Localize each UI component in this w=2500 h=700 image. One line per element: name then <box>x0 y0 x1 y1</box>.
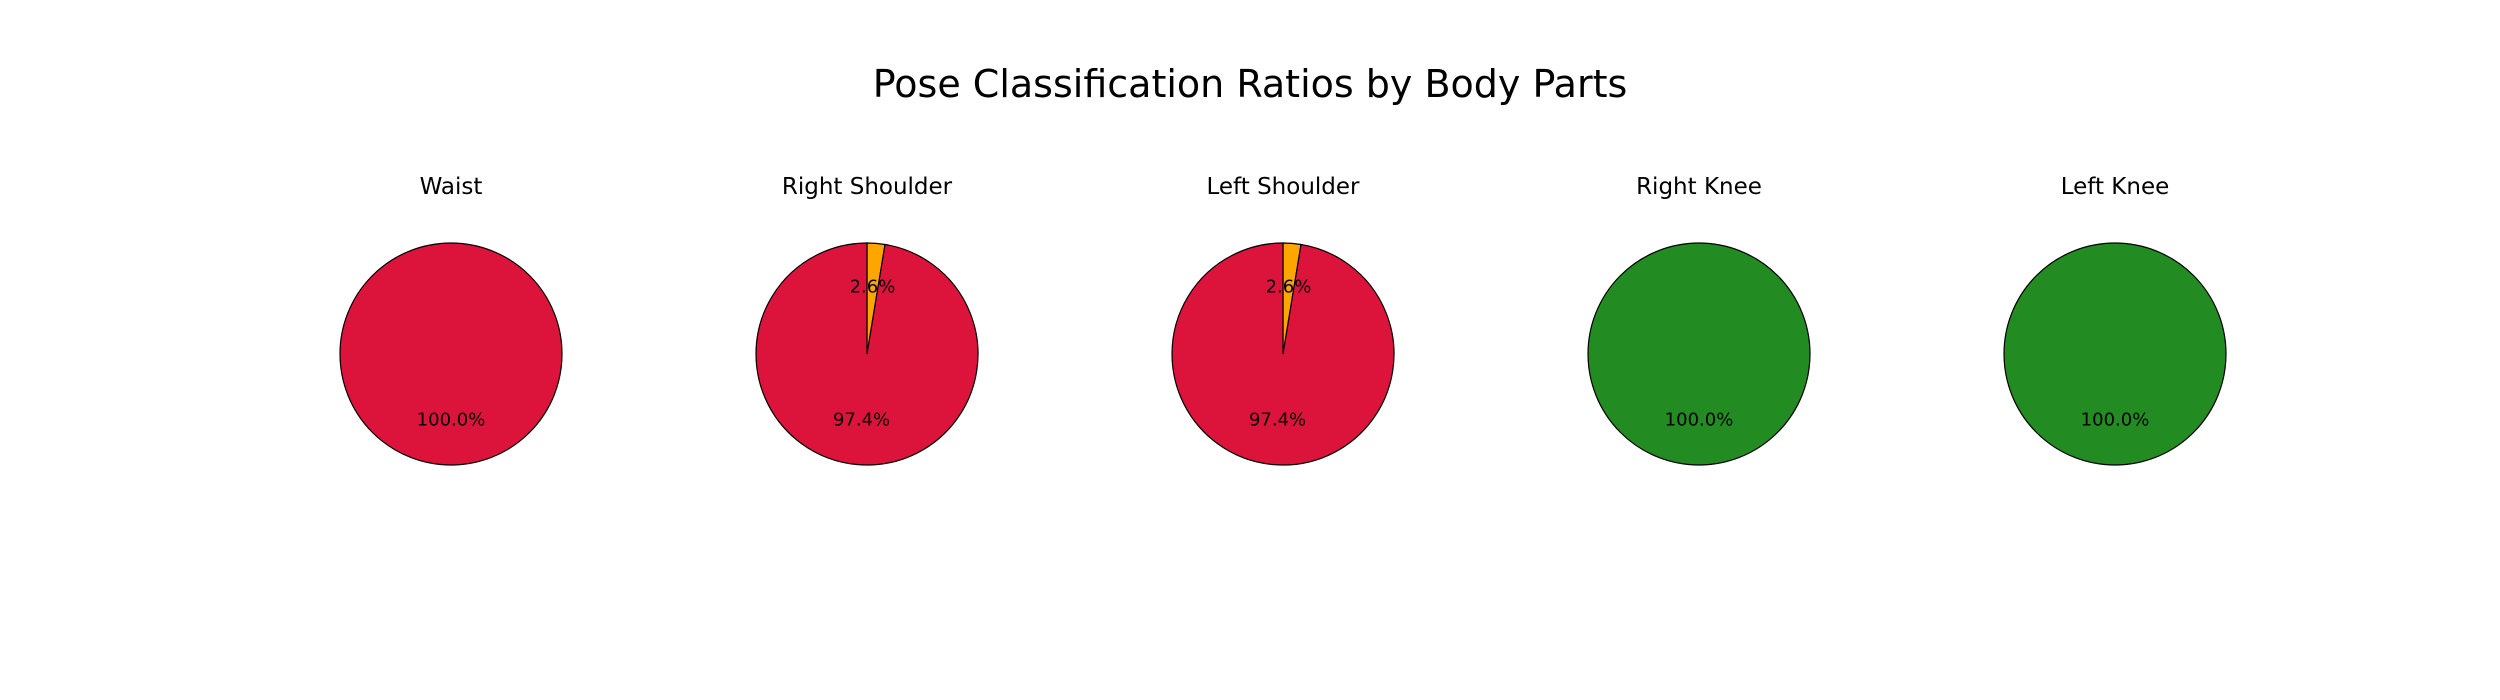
pie-slice-right-knee-0 <box>1587 242 1811 466</box>
pie-slice-left-knee-0 <box>2003 242 2227 466</box>
chart-title: Pose Classification Ratios by Body Parts <box>872 62 1628 106</box>
pie-title-waist: Waist <box>420 174 483 200</box>
pie-left-knee: Left Knee 100.0% <box>2003 174 2227 466</box>
pie-label-left-knee-0: 100.0% <box>2081 410 2150 431</box>
pie-waist: Waist 100.0% <box>339 174 563 466</box>
pie-title-left-shoulder: Left Shoulder <box>1206 174 1360 200</box>
pie-title-left-knee: Left Knee <box>2061 174 2170 200</box>
pie-right-shoulder: Right Shoulder 2.6% 97.4% <box>755 174 979 466</box>
pie-label-right-shoulder-0: 2.6% <box>850 277 896 298</box>
pie-label-right-knee-0: 100.0% <box>1665 410 1734 431</box>
pie-slice-waist-0 <box>339 242 563 466</box>
pie-title-right-knee: Right Knee <box>1636 174 1762 200</box>
pie-slice-left-shoulder-1 <box>1171 242 1395 466</box>
pie-label-left-shoulder-1: 97.4% <box>1249 409 1306 430</box>
pie-label-left-shoulder-0: 2.6% <box>1266 277 1312 298</box>
pie-left-shoulder: Left Shoulder 2.6% 97.4% <box>1171 174 1395 466</box>
pie-label-waist-0: 100.0% <box>417 410 486 431</box>
pie-right-knee: Right Knee 100.0% <box>1587 174 1811 466</box>
pie-label-right-shoulder-1: 97.4% <box>833 409 890 430</box>
pie-title-right-shoulder: Right Shoulder <box>782 174 953 200</box>
pie-slice-right-shoulder-1 <box>755 242 979 466</box>
